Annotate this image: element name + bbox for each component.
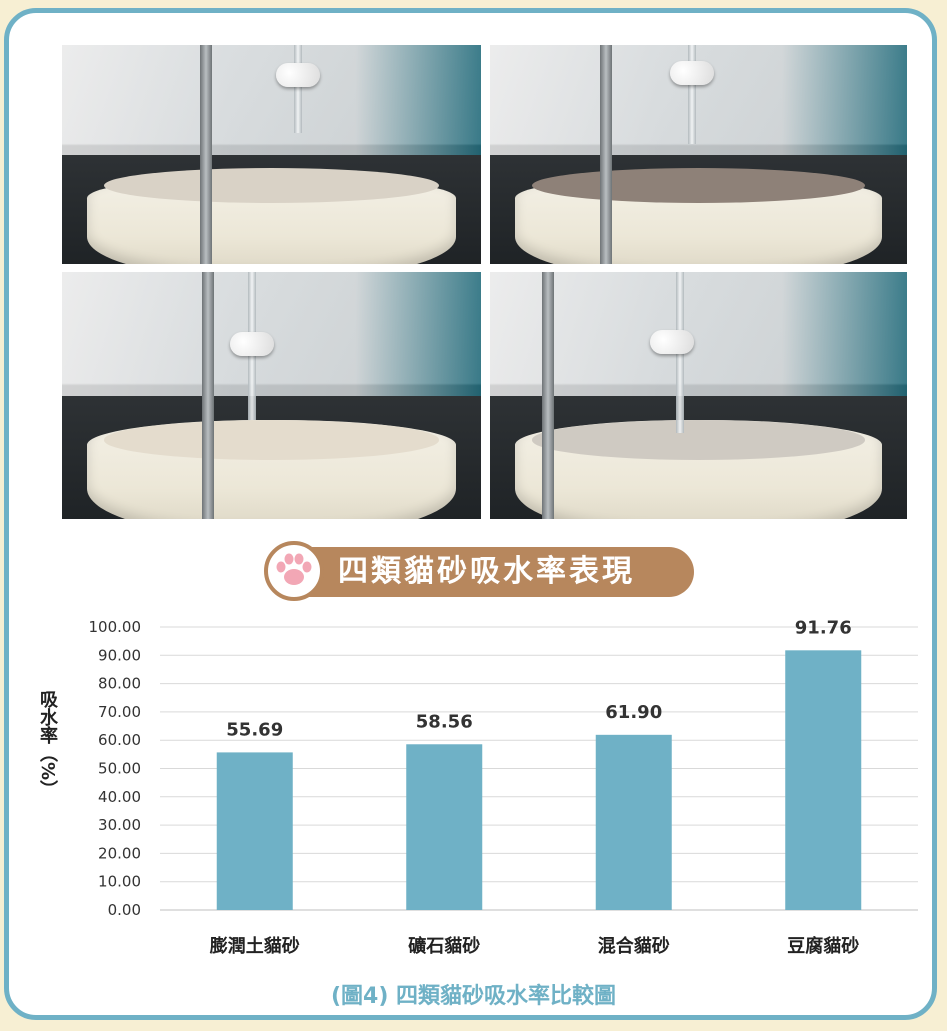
litter-surface [103, 167, 440, 203]
chart-title-badge [268, 547, 694, 597]
paw-icon [264, 541, 324, 601]
photo-mineral-litter [490, 45, 907, 264]
litter-surface [531, 167, 866, 203]
litter-surface [531, 420, 866, 460]
figure-caption: (圖4) 四類貓砂吸水率比較圖 [330, 984, 617, 1009]
photo-tofu-litter [490, 272, 907, 519]
photo-mixed-litter [62, 272, 481, 519]
y-axis-label: 吸水率（%） [37, 690, 58, 799]
chart-title: 四類貓砂吸水率表現 [338, 554, 635, 589]
litter-surface [103, 420, 440, 460]
photo-bentonite-litter [62, 45, 481, 264]
